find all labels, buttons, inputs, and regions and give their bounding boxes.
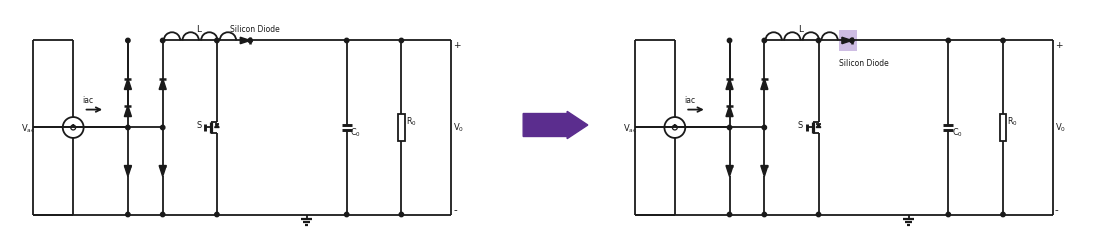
Circle shape — [126, 212, 130, 217]
Text: V$_{\rm ac}$: V$_{\rm ac}$ — [623, 122, 638, 135]
Text: L: L — [798, 24, 802, 34]
Text: C$_0$: C$_0$ — [350, 126, 361, 139]
Circle shape — [214, 212, 219, 217]
Text: +: + — [1054, 42, 1062, 50]
Circle shape — [947, 38, 951, 43]
Circle shape — [850, 38, 854, 43]
Bar — [840, 30, 858, 51]
Circle shape — [728, 125, 732, 130]
Polygon shape — [842, 37, 852, 44]
Polygon shape — [761, 166, 768, 176]
Polygon shape — [523, 111, 588, 139]
Text: S: S — [798, 122, 803, 130]
Text: V$_{\rm ac}$: V$_{\rm ac}$ — [21, 122, 36, 135]
Circle shape — [728, 38, 732, 43]
Polygon shape — [240, 37, 250, 44]
Polygon shape — [214, 124, 219, 128]
Polygon shape — [124, 106, 131, 117]
Circle shape — [1001, 38, 1005, 43]
Text: V$_0$: V$_0$ — [1054, 122, 1065, 134]
Circle shape — [160, 38, 164, 43]
Circle shape — [762, 125, 767, 130]
Polygon shape — [761, 78, 768, 90]
Polygon shape — [159, 78, 167, 90]
Text: iac: iac — [684, 96, 695, 104]
Circle shape — [399, 212, 403, 217]
Text: R$_0$: R$_0$ — [1008, 116, 1019, 128]
Text: -: - — [453, 206, 457, 216]
Circle shape — [160, 125, 164, 130]
Text: +: + — [453, 42, 461, 50]
Polygon shape — [725, 106, 733, 117]
Circle shape — [126, 38, 130, 43]
Circle shape — [762, 38, 767, 43]
Text: S: S — [197, 122, 201, 130]
Circle shape — [160, 212, 164, 217]
Polygon shape — [124, 78, 131, 90]
Circle shape — [947, 212, 951, 217]
Circle shape — [126, 125, 130, 130]
Circle shape — [762, 212, 767, 217]
Polygon shape — [817, 124, 821, 128]
Circle shape — [344, 212, 349, 217]
Text: iac: iac — [82, 96, 93, 104]
Polygon shape — [159, 166, 167, 176]
Text: V$_0$: V$_0$ — [453, 122, 464, 134]
Bar — [398, 114, 404, 141]
Text: L: L — [196, 24, 201, 34]
Circle shape — [344, 38, 349, 43]
Circle shape — [817, 212, 821, 217]
Text: Silicon Diode: Silicon Diode — [230, 24, 280, 34]
Circle shape — [728, 212, 732, 217]
Circle shape — [214, 38, 219, 43]
Circle shape — [1001, 212, 1005, 217]
Text: C$_0$: C$_0$ — [952, 126, 962, 139]
Text: R$_0$: R$_0$ — [406, 116, 417, 128]
Circle shape — [248, 38, 252, 43]
Bar — [1000, 114, 1007, 141]
Polygon shape — [725, 166, 733, 176]
Text: Silicon Diode: Silicon Diode — [839, 59, 889, 68]
Circle shape — [817, 38, 821, 43]
Text: -: - — [1054, 206, 1059, 216]
Polygon shape — [124, 166, 131, 176]
Circle shape — [399, 38, 403, 43]
Polygon shape — [725, 78, 733, 90]
